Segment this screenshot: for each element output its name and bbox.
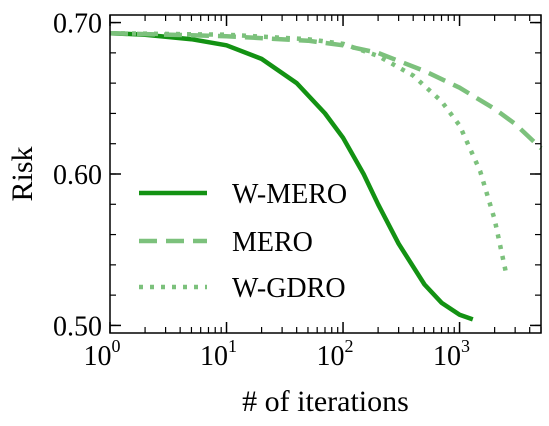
x-tick-label: 103 — [433, 336, 470, 372]
axis-ticks: 100 101 102 103 0.50 0.60 0.70 — [53, 9, 542, 372]
x-tick-label: 101 — [200, 336, 237, 372]
x-axis-label: # of iterations — [242, 385, 409, 418]
legend-label-w-mero: W-MERO — [232, 179, 347, 210]
series-line-mero — [109, 30, 543, 150]
x-tick-label: 102 — [317, 336, 354, 372]
series-lines — [109, 30, 543, 322]
series-line-w-gdro — [109, 30, 509, 273]
y-tick-label: 0.50 — [53, 311, 102, 342]
y-tick-label: 0.70 — [53, 9, 102, 40]
x-tick-label: 100 — [84, 336, 121, 372]
series-line-w-mero — [109, 30, 474, 322]
y-tick-label: 0.60 — [53, 160, 102, 191]
legend: W-MERO MERO W-GDRO — [139, 179, 347, 304]
legend-label-mero: MERO — [232, 227, 313, 258]
y-axis-label: Risk — [6, 146, 39, 201]
legend-label-w-gdro: W-GDRO — [232, 273, 346, 304]
